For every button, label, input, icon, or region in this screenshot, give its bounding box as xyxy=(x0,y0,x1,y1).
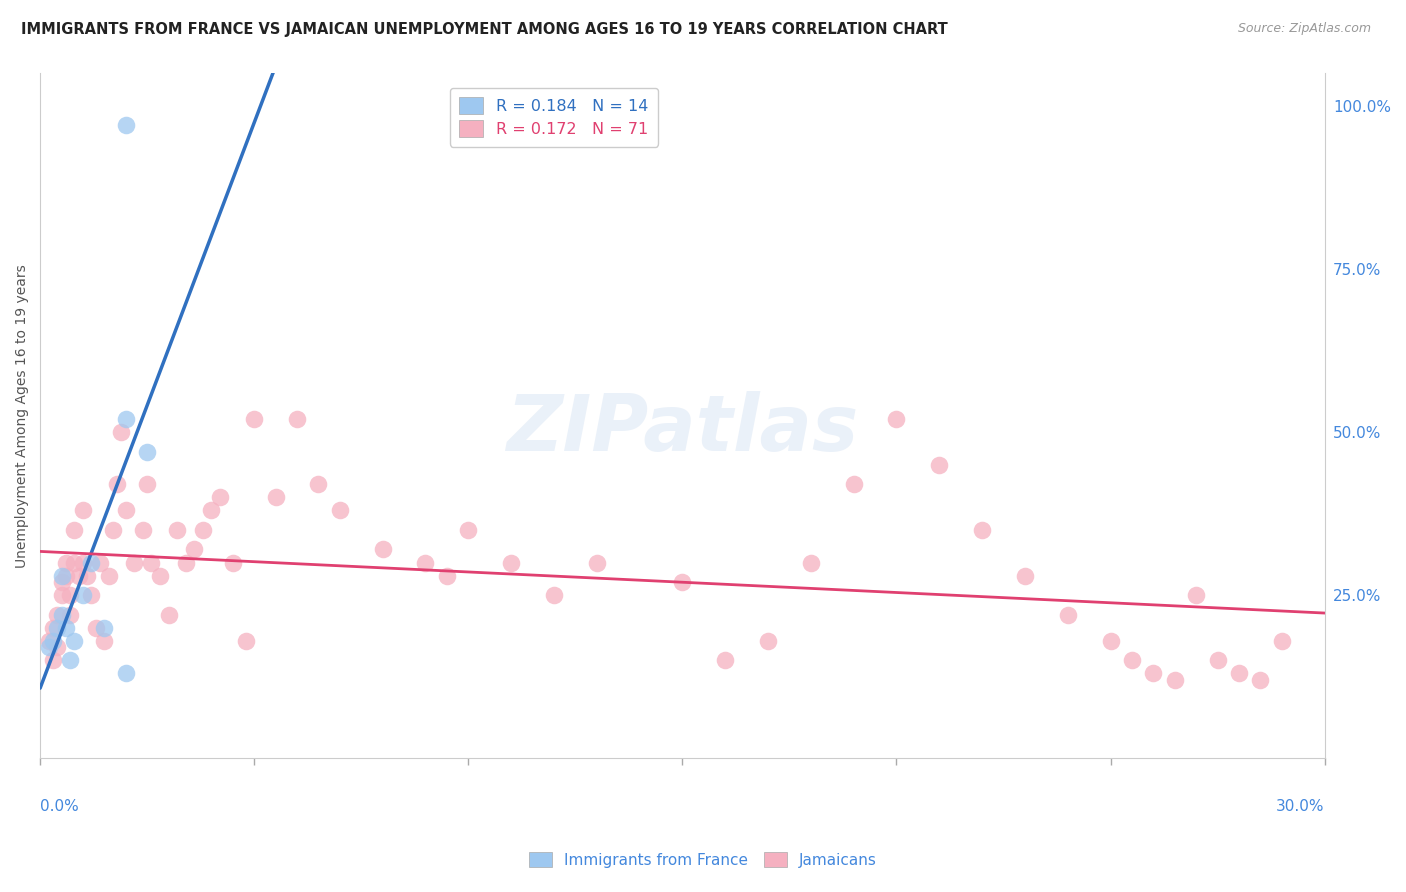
Point xyxy=(183,542,205,557)
Point xyxy=(89,556,111,570)
Point xyxy=(59,607,82,622)
Point xyxy=(80,556,103,570)
Point xyxy=(208,490,231,504)
Point xyxy=(436,568,458,582)
Point xyxy=(67,568,90,582)
Point xyxy=(415,556,437,570)
Point xyxy=(1185,588,1208,602)
Point xyxy=(42,633,65,648)
Point xyxy=(1249,673,1271,687)
Point xyxy=(243,412,266,426)
Point xyxy=(1271,633,1294,648)
Point xyxy=(457,523,479,537)
Point xyxy=(972,523,994,537)
Point xyxy=(63,523,86,537)
Point xyxy=(1164,673,1187,687)
Point xyxy=(800,556,823,570)
Point xyxy=(38,640,60,655)
Legend: Immigrants from France, Jamaicans: Immigrants from France, Jamaicans xyxy=(522,844,884,875)
Point xyxy=(114,666,136,681)
Point xyxy=(1206,653,1229,667)
Point xyxy=(72,503,94,517)
Point xyxy=(46,621,69,635)
Point xyxy=(114,412,136,426)
Point xyxy=(1142,666,1164,681)
Text: 30.0%: 30.0% xyxy=(1277,799,1324,814)
Point xyxy=(371,542,394,557)
Point xyxy=(1056,607,1078,622)
Point xyxy=(132,523,155,537)
Point xyxy=(329,503,352,517)
Point xyxy=(110,425,132,439)
Point xyxy=(285,412,308,426)
Point xyxy=(124,556,146,570)
Point xyxy=(72,588,94,602)
Point xyxy=(101,523,124,537)
Point xyxy=(76,568,98,582)
Point xyxy=(72,556,94,570)
Point xyxy=(93,621,115,635)
Point xyxy=(174,556,197,570)
Point xyxy=(51,607,73,622)
Point xyxy=(191,523,214,537)
Point xyxy=(136,477,159,491)
Point xyxy=(307,477,329,491)
Text: ZIPatlas: ZIPatlas xyxy=(506,392,859,467)
Point xyxy=(141,556,163,570)
Point xyxy=(51,568,73,582)
Point xyxy=(42,653,65,667)
Point xyxy=(264,490,287,504)
Point xyxy=(63,633,86,648)
Point xyxy=(38,633,60,648)
Point xyxy=(1227,666,1250,681)
Point xyxy=(105,477,128,491)
Point xyxy=(886,412,908,426)
Point xyxy=(157,607,180,622)
Point xyxy=(1099,633,1122,648)
Point xyxy=(84,621,107,635)
Point xyxy=(842,477,865,491)
Text: 0.0%: 0.0% xyxy=(41,799,79,814)
Point xyxy=(1014,568,1036,582)
Point xyxy=(55,621,77,635)
Point xyxy=(235,633,257,648)
Point xyxy=(51,588,73,602)
Legend: R = 0.184   N = 14, R = 0.172   N = 71: R = 0.184 N = 14, R = 0.172 N = 71 xyxy=(450,87,658,146)
Text: IMMIGRANTS FROM FRANCE VS JAMAICAN UNEMPLOYMENT AMONG AGES 16 TO 19 YEARS CORREL: IMMIGRANTS FROM FRANCE VS JAMAICAN UNEMP… xyxy=(21,22,948,37)
Point xyxy=(114,118,136,132)
Point xyxy=(51,575,73,590)
Point xyxy=(55,556,77,570)
Point xyxy=(114,503,136,517)
Point xyxy=(42,621,65,635)
Point xyxy=(1121,653,1143,667)
Point xyxy=(149,568,172,582)
Point xyxy=(585,556,607,570)
Point xyxy=(756,633,779,648)
Point xyxy=(222,556,245,570)
Text: Source: ZipAtlas.com: Source: ZipAtlas.com xyxy=(1237,22,1371,36)
Point xyxy=(59,653,82,667)
Point xyxy=(46,640,69,655)
Point xyxy=(501,556,523,570)
Point xyxy=(200,503,222,517)
Point xyxy=(80,588,103,602)
Point xyxy=(136,444,159,458)
Point xyxy=(97,568,120,582)
Point xyxy=(46,607,69,622)
Point xyxy=(59,588,82,602)
Point xyxy=(714,653,737,667)
Point xyxy=(928,458,950,472)
Point xyxy=(166,523,188,537)
Point xyxy=(671,575,693,590)
Y-axis label: Unemployment Among Ages 16 to 19 years: Unemployment Among Ages 16 to 19 years xyxy=(15,264,30,567)
Point xyxy=(63,556,86,570)
Point xyxy=(93,633,115,648)
Point xyxy=(55,568,77,582)
Point xyxy=(543,588,565,602)
